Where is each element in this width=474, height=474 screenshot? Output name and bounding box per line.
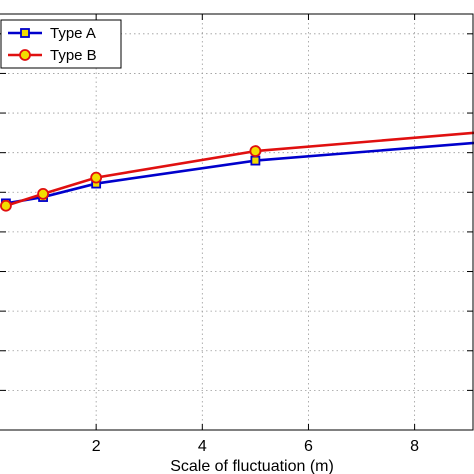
data-point-circle xyxy=(0,199,12,212)
x-tick-label: 8 xyxy=(410,438,419,455)
legend-entry: Type A xyxy=(8,25,96,42)
legend-marker-circle xyxy=(19,49,31,61)
data-point-square xyxy=(250,155,261,166)
legend-entry: Type B xyxy=(8,47,97,64)
legend: Type A Type B xyxy=(0,19,122,69)
legend-box xyxy=(0,19,122,69)
axis-ticks xyxy=(0,14,473,430)
legend-label: Type B xyxy=(50,47,97,64)
data-point-circle xyxy=(90,171,103,184)
data-point-circle xyxy=(249,145,262,157)
x-tick-label: 4 xyxy=(198,438,207,455)
legend-label: Type A xyxy=(50,25,96,42)
plot-frame xyxy=(0,13,474,431)
legend-marker-square xyxy=(20,28,30,38)
x-tick-label: 6 xyxy=(304,438,313,455)
data-point-circle xyxy=(37,187,49,200)
x-tick-labels: 2 4 6 8 xyxy=(92,438,419,455)
series-type-b xyxy=(0,131,474,212)
x-tick-label: 2 xyxy=(92,438,101,455)
series-line xyxy=(5,141,474,205)
x-axis-title: Scale of fluctuation (m) xyxy=(170,458,334,474)
series-type-a xyxy=(1,141,474,209)
series-line xyxy=(5,131,474,207)
series-layer xyxy=(0,131,474,212)
grid xyxy=(0,14,473,430)
